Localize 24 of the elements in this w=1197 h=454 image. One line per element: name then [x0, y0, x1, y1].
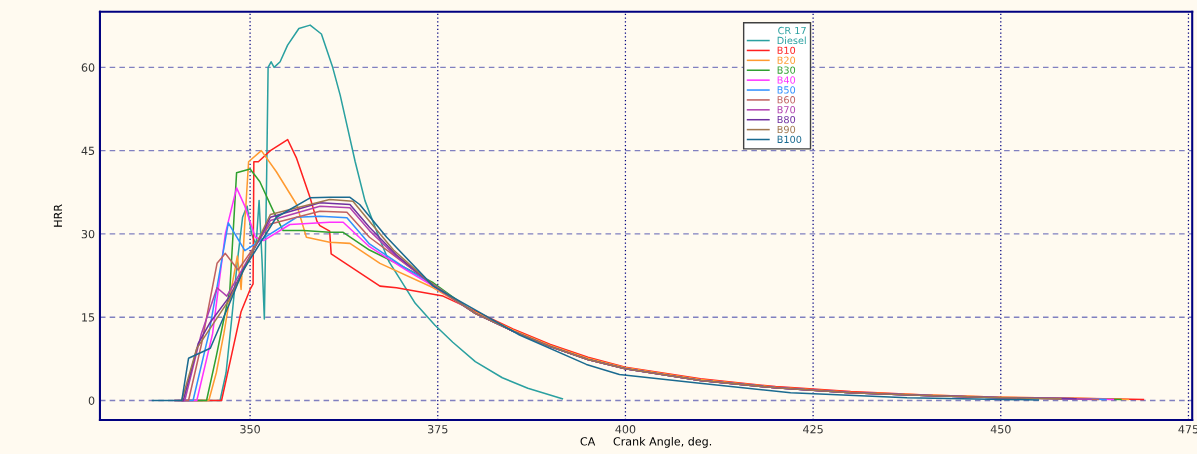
y-axis-title: HRR	[53, 204, 62, 227]
legend-label: B100	[777, 135, 802, 144]
legend-label: Diesel	[777, 36, 806, 45]
legend-title: CR 17	[778, 26, 806, 35]
legend-label: B90	[777, 125, 796, 134]
y-tick-label: 60	[81, 63, 95, 72]
legend-label: B20	[777, 56, 796, 64]
y-tick-label: 45	[81, 146, 95, 156]
x-tick-label: 350	[240, 425, 260, 434]
legend-label: B40	[777, 76, 796, 84]
legend-label: B30	[777, 66, 796, 74]
x-tick-label: 375	[428, 425, 448, 434]
legend-label: B60	[777, 96, 796, 104]
x-tick-label: 400	[615, 425, 636, 434]
y-tick-label: 30	[81, 229, 95, 239]
legend-label: B10	[777, 46, 796, 54]
y-tick-label: 15	[82, 313, 95, 322]
legend-label: B70	[777, 106, 796, 114]
x-tick-label: 450	[990, 425, 1011, 434]
legend-label: B80	[777, 115, 796, 124]
y-tick-label: 0	[88, 396, 95, 405]
legend-label: B50	[777, 86, 796, 94]
x-tick-label: 425	[803, 425, 823, 434]
x-axis-title: CA Crank Angle, deg.	[580, 436, 712, 448]
